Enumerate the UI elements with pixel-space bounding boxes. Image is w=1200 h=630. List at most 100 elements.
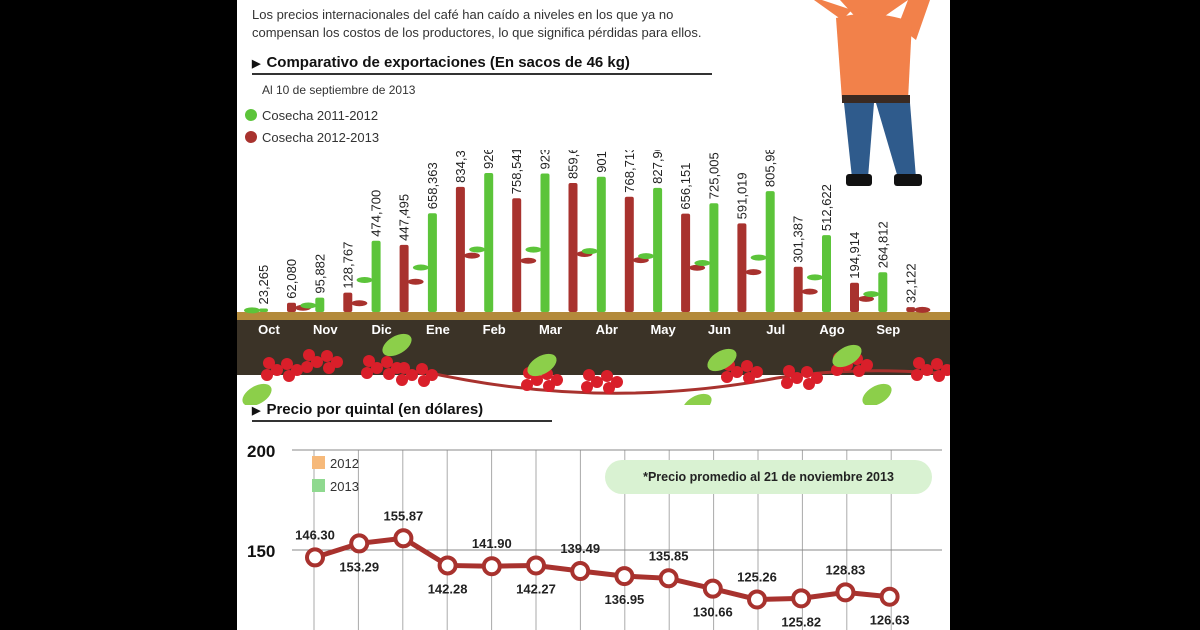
exports-title-text: Comparativo de exportaciones (En sacos d… [266, 54, 630, 71]
bar-value-label: 23,265 [256, 265, 271, 305]
price-point [702, 578, 723, 599]
exports-date-note: Al 10 de septiembre de 2013 [262, 83, 416, 97]
berry-shape [931, 358, 943, 370]
export-bar [709, 203, 719, 312]
berry-shape [371, 362, 383, 374]
intro-text: Los precios internacionales del café han… [252, 6, 812, 42]
leaf-shape [914, 306, 931, 313]
bar-value-label: 859,613 [566, 150, 581, 179]
price-value-label: 130.66 [693, 605, 733, 620]
leaf-shape [412, 264, 429, 271]
price-value-label: 142.28 [428, 581, 468, 596]
price-value-label: 128.83 [826, 562, 866, 577]
price-value-label: 136.95 [605, 592, 645, 607]
leaf-shape [244, 307, 260, 314]
berry-shape [551, 374, 563, 386]
berry-shape [791, 372, 803, 384]
price-value-label: 141.90 [472, 536, 512, 551]
berry-shape [301, 361, 313, 373]
price-point [835, 582, 856, 603]
export-bar [540, 173, 550, 312]
month-label: Oct [258, 322, 280, 337]
leaf-decoration [382, 333, 412, 357]
month-label: Jun [708, 322, 731, 337]
legend-swatch-green [245, 109, 257, 121]
leaf-shape [750, 254, 767, 261]
price-point [658, 568, 679, 589]
berry-shape [911, 369, 923, 381]
bar-value-label: 901,381 [594, 150, 609, 173]
bar-value-label: 591,019 [734, 172, 749, 219]
price-point [526, 555, 546, 576]
export-bar [596, 176, 606, 312]
bar-value-label: 512,622 [819, 184, 834, 231]
price-point [614, 566, 635, 587]
export-bar [512, 198, 522, 312]
berry-shape [583, 369, 595, 381]
leaf-shape [581, 248, 598, 255]
price-value-label: 139.49 [560, 541, 600, 556]
berry-shape [416, 363, 428, 375]
legend-item-2012-2013: Cosecha 2012-2013 [245, 130, 379, 145]
berry-shape [426, 369, 438, 381]
month-label: Mar [539, 322, 562, 337]
leaf-decoration [242, 383, 272, 405]
price-point [747, 589, 767, 610]
bar-value-label: 474,700 [369, 190, 384, 237]
bar-value-label: 656,151 [678, 163, 693, 210]
berry-shape [363, 355, 375, 367]
price-title: ▶ Precio por quintal (en dólares) [252, 401, 552, 422]
berry-shape [861, 359, 873, 371]
berry-shape [783, 365, 795, 377]
bar-value-label: 926,344 [481, 150, 496, 169]
exports-title: ▶ Comparativo de exportaciones (En sacos … [252, 54, 712, 75]
leaf-shape [356, 276, 373, 283]
berry-shape [398, 362, 410, 374]
bar-value-label: 923,545 [538, 150, 553, 169]
triangle-bullet-icon: ▶ [252, 405, 261, 417]
intro-line-2: compensan los costos de los productores,… [252, 25, 702, 40]
leaf-shape [520, 257, 537, 264]
berry-shape [281, 358, 293, 370]
price-value-label: 135.85 [649, 548, 689, 563]
price-value-label: 153.29 [339, 559, 379, 574]
leaf-shape [469, 246, 486, 253]
price-point [305, 547, 325, 568]
berry-shape [731, 366, 743, 378]
bar-value-label: 447,495 [397, 194, 412, 241]
export-bar [653, 187, 663, 312]
month-label: Feb [483, 322, 506, 337]
berry-shape [381, 356, 393, 368]
price-value-label: 125.82 [781, 614, 821, 629]
berry-shape [811, 372, 823, 384]
berry-shape [521, 379, 533, 391]
leaf-shape [801, 288, 818, 295]
y-tick-label: 200 [247, 442, 275, 461]
berry-shape [361, 367, 373, 379]
bar-value-label: 194,914 [847, 232, 862, 279]
berry-shape [396, 374, 408, 386]
exports-bar-chart: 23,265 62,080 95,882 128,767 474,700 447,495 6… [237, 150, 950, 405]
export-bar [765, 191, 775, 312]
export-bar [315, 297, 325, 312]
legend-swatch-orange [312, 456, 325, 469]
leaf-decoration [862, 383, 892, 405]
bar-value-label: 758,541 [509, 150, 524, 194]
export-bar [371, 240, 381, 312]
leaf-decoration [682, 393, 712, 405]
price-legend-label-2013: 2013 [330, 479, 359, 494]
leaf-shape [807, 274, 823, 281]
export-bar [343, 292, 353, 312]
export-bar [878, 272, 888, 312]
bar-value-label: 128,767 [340, 242, 355, 289]
price-value-label: 142.27 [516, 581, 556, 596]
berry-shape [271, 364, 283, 376]
export-bar [484, 173, 494, 312]
leaf-shape [300, 302, 317, 309]
berry-shape [291, 364, 303, 376]
berry-shape [941, 364, 950, 376]
price-legend-2013: 2013 [312, 479, 359, 494]
berry-shape [263, 357, 275, 369]
price-value-label: 155.87 [384, 508, 424, 523]
leaf-shape [694, 260, 711, 267]
